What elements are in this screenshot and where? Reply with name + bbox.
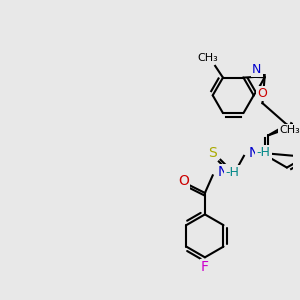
Text: N: N	[217, 165, 228, 179]
Text: -H: -H	[225, 166, 239, 179]
Text: CH₃: CH₃	[197, 53, 218, 63]
Text: CH₃: CH₃	[279, 125, 300, 136]
Text: O: O	[178, 174, 189, 188]
Text: O: O	[257, 87, 267, 100]
Text: S: S	[208, 146, 217, 160]
Text: N: N	[252, 63, 262, 76]
Text: -H: -H	[256, 146, 270, 159]
Text: F: F	[201, 260, 209, 274]
Text: N: N	[248, 146, 259, 160]
